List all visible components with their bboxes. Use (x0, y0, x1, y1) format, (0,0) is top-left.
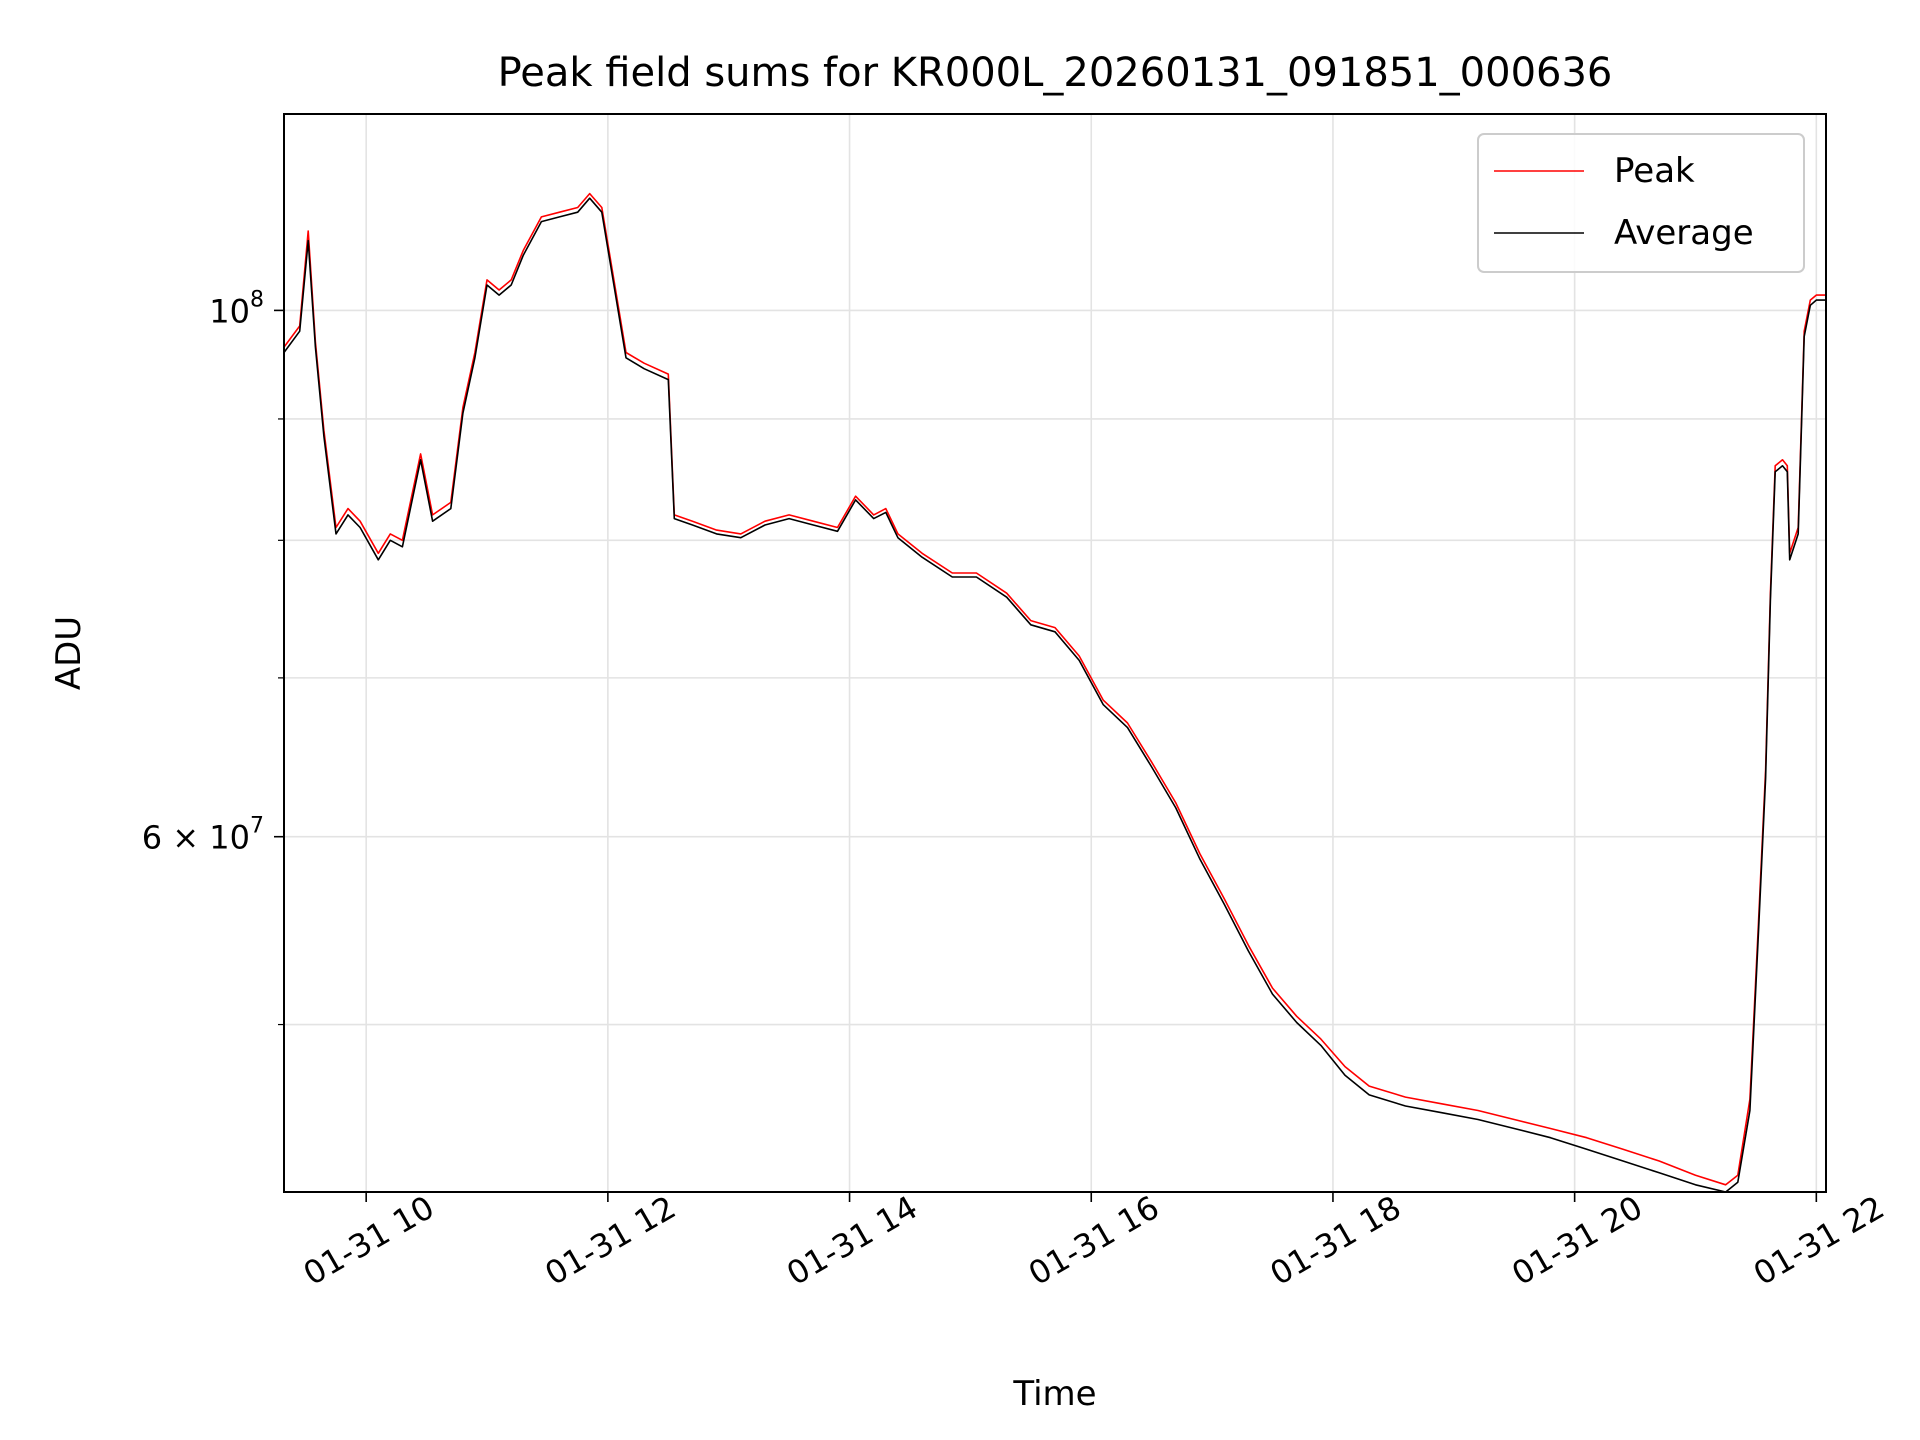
series-layer (283, 192, 1826, 1193)
y-axis-label: ADU (49, 616, 89, 690)
grid-layer (284, 114, 1826, 1192)
chart-title: Peak field sums for KR000L_20260131_0918… (498, 50, 1613, 96)
y-tick-label-exponent: 8 (250, 287, 264, 312)
legend-label-average: Average (1614, 213, 1754, 253)
series-line-average (283, 197, 1826, 1193)
legend: Peak Average (1477, 133, 1805, 273)
y-tick-label-exponent: 7 (250, 814, 264, 839)
plot-frame (283, 113, 1827, 1193)
x-axis-label: Time (1012, 1374, 1096, 1414)
y-tick-label-base: 10 (209, 292, 250, 330)
y-tick-label: 6 × 107 (142, 814, 264, 857)
y-tick-layer: 108 6 × 107 (142, 287, 284, 1026)
legend-box (1477, 133, 1805, 273)
legend-label-peak: Peak (1614, 151, 1695, 191)
y-tick-label-base: 6 × 10 (142, 819, 250, 857)
y-tick-label: 108 (209, 287, 264, 330)
